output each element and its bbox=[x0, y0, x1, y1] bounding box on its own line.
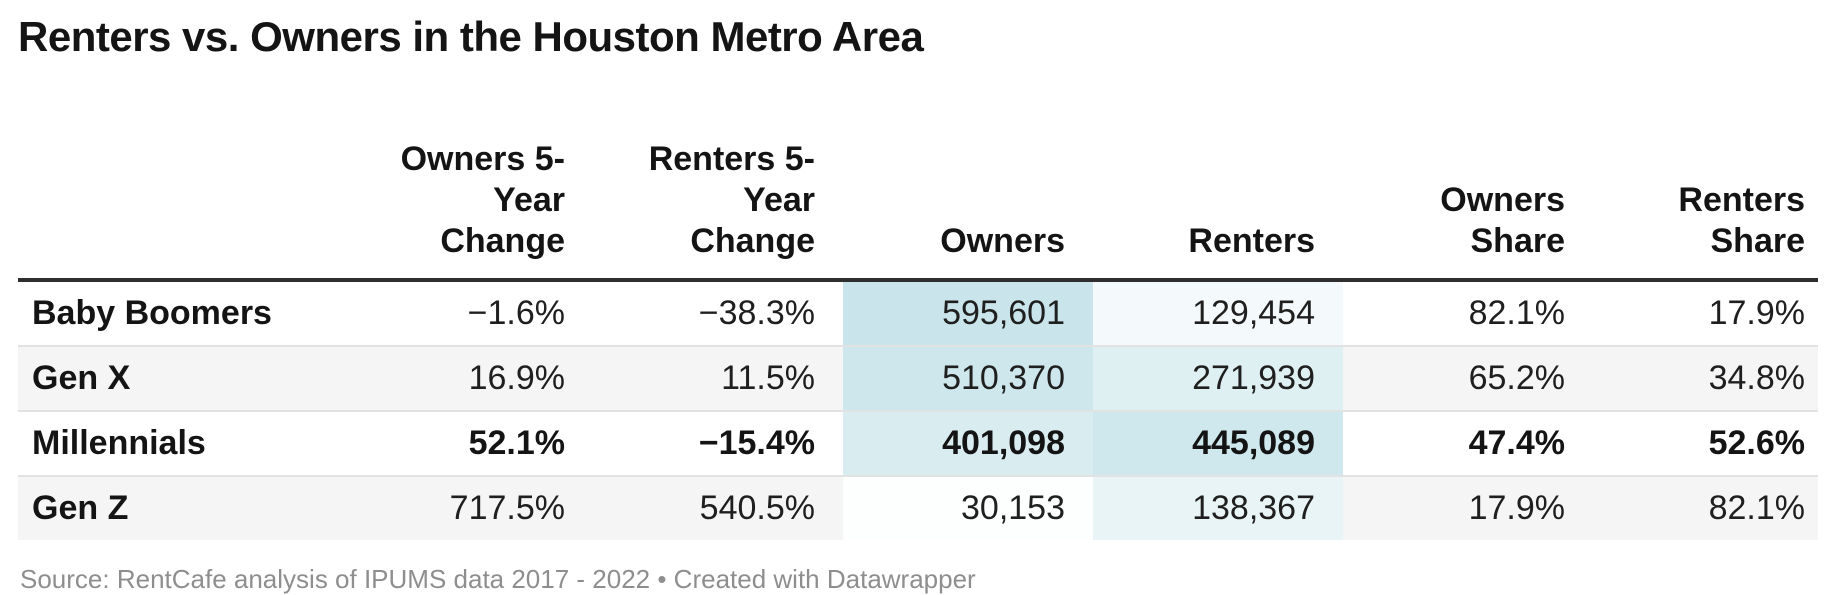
cell-baby-boomers-owners: 595,601 bbox=[843, 279, 1093, 346]
cell-millennials-renters: 445,089 bbox=[1093, 410, 1343, 476]
col-header-renters: Renters bbox=[1188, 221, 1315, 260]
cell-baby-boomers-renters-share: 17.9% bbox=[1708, 293, 1805, 332]
col-header-renters-share: Renters Share bbox=[1678, 181, 1805, 260]
cell-gen-x-owners-share: 65.2% bbox=[1468, 358, 1565, 397]
cell-gen-z-owners-5yr-change: 717.5% bbox=[449, 488, 565, 527]
cell-gen-x-owners: 510,370 bbox=[843, 345, 1093, 411]
cell-millennials-renters-share: 52.6% bbox=[1708, 423, 1805, 462]
col-header-generation bbox=[18, 139, 343, 279]
row-label-millennials: Millennials bbox=[32, 423, 206, 462]
cell-millennials-owners-share: 47.4% bbox=[1468, 423, 1565, 462]
cell-baby-boomers-owners-share: 82.1% bbox=[1468, 293, 1565, 332]
col-header-renters-5yr-change: Renters 5-Year Change bbox=[648, 140, 815, 260]
col-header-owners-5yr-change: Owners 5-Year Change bbox=[400, 140, 565, 260]
table-row-millennials: Millennials 52.1% −15.4% 401,098 445,089… bbox=[18, 410, 1818, 476]
cell-gen-x-renters-5yr-change: 11.5% bbox=[721, 358, 815, 397]
col-header-owners-share: Owners Share bbox=[1440, 181, 1565, 260]
table-row-gen-x: Gen X 16.9% 11.5% 510,370 271,939 65.2% … bbox=[18, 345, 1818, 411]
cell-gen-z-renters-5yr-change: 540.5% bbox=[699, 488, 815, 527]
cell-gen-x-owners-5yr-change: 16.9% bbox=[468, 358, 565, 397]
cell-gen-z-owners-share: 17.9% bbox=[1468, 488, 1565, 527]
table-row-gen-z: Gen Z 717.5% 540.5% 30,153 138,367 17.9%… bbox=[18, 475, 1818, 540]
table-row-baby-boomers: Baby Boomers −1.6% −38.3% 595,601 129,45… bbox=[18, 279, 1818, 346]
row-label-gen-z: Gen Z bbox=[32, 488, 129, 527]
cell-millennials-renters-5yr-change: −15.4% bbox=[698, 423, 815, 462]
cell-gen-x-renters-share: 34.8% bbox=[1708, 358, 1805, 397]
cell-baby-boomers-renters: 129,454 bbox=[1093, 279, 1343, 346]
cell-baby-boomers-owners-5yr-change: −1.6% bbox=[467, 293, 565, 332]
header-row: Owners 5-Year Change Renters 5-Year Chan… bbox=[18, 139, 1818, 280]
cell-baby-boomers-renters-5yr-change: −38.3% bbox=[698, 293, 815, 332]
row-label-gen-x: Gen X bbox=[32, 358, 131, 397]
row-label-baby-boomers: Baby Boomers bbox=[32, 293, 272, 332]
cell-millennials-owners: 401,098 bbox=[843, 410, 1093, 476]
cell-millennials-owners-5yr-change: 52.1% bbox=[468, 423, 565, 462]
cell-gen-z-renters: 138,367 bbox=[1093, 475, 1343, 540]
data-table: Owners 5-Year Change Renters 5-Year Chan… bbox=[18, 139, 1818, 540]
cell-gen-z-owners: 30,153 bbox=[843, 475, 1093, 540]
cell-gen-z-renters-share: 82.1% bbox=[1708, 488, 1805, 527]
cell-gen-x-renters: 271,939 bbox=[1093, 345, 1343, 411]
chart-title: Renters vs. Owners in the Houston Metro … bbox=[18, 13, 924, 60]
col-header-owners: Owners bbox=[940, 221, 1065, 260]
source-note: Source: RentCafe analysis of IPUMS data … bbox=[20, 563, 976, 594]
